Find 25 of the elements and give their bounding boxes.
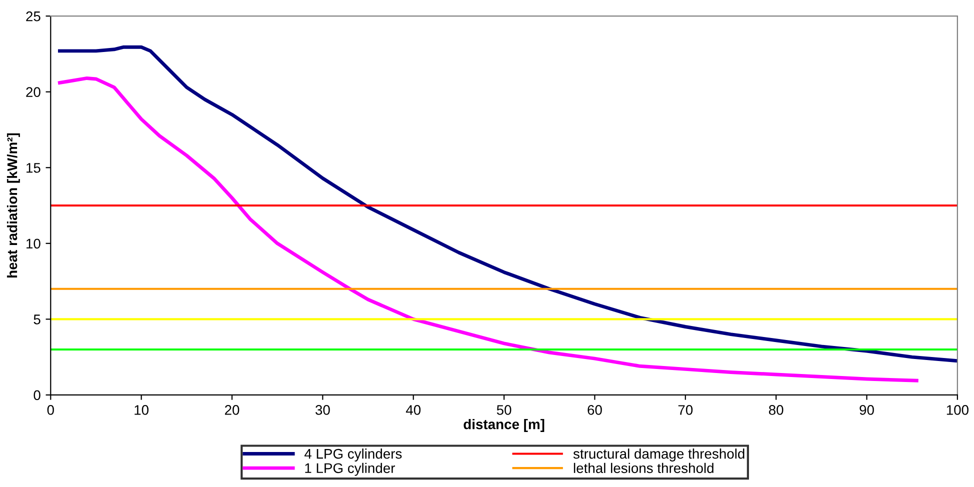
legend-label: 4 LPG cylinders: [304, 448, 402, 462]
x-tick-label: 30: [315, 405, 330, 415]
legend-label: structural damage threshold: [573, 448, 744, 462]
line-series: [58, 76, 918, 382]
y-tick-label: 10: [26, 238, 40, 249]
x-tick-label: 90: [860, 405, 874, 415]
y-axis-title: heat radiation [kW/m²]: [6, 133, 20, 278]
y-tick-label: 25: [26, 11, 40, 22]
x-axis-title: distance [m]: [464, 419, 544, 432]
line-series: [58, 45, 958, 363]
x-tick-label: 60: [588, 405, 602, 415]
legend-label: lethal lesions threshold: [574, 462, 714, 474]
legend-label: 1 LPG cylinder: [305, 462, 396, 476]
x-tick-label: 80: [768, 405, 784, 415]
x-tick-label: 20: [224, 405, 240, 415]
x-tick-label: 100: [946, 405, 968, 415]
x-tick-label: 70: [678, 405, 693, 415]
y-tick-label: 20: [26, 87, 40, 98]
x-tick-label: 40: [406, 405, 421, 415]
y-tick-label: 15: [26, 163, 40, 173]
y-tick-label: 0: [34, 390, 40, 400]
y-tick-label: 5: [34, 314, 40, 324]
x-tick-label: 0: [47, 405, 54, 415]
x-tick-label: 50: [496, 405, 512, 415]
x-tick-label: 10: [134, 405, 149, 415]
